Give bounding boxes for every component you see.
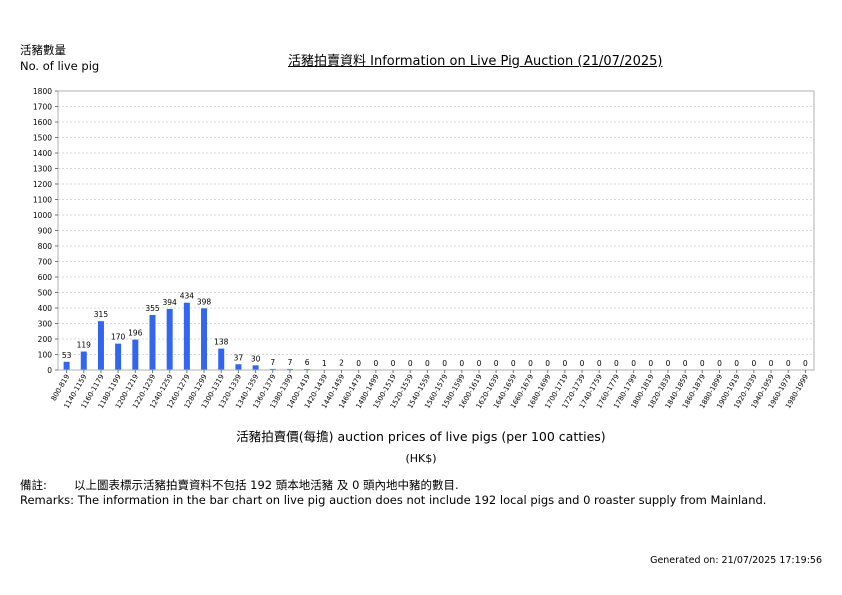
y-tick-label: 100 [38,351,53,360]
bar-value-label: 2 [339,359,344,368]
bar-value-label: 0 [562,359,567,368]
bar-value-label: 0 [666,359,671,368]
y-tick-label: 600 [38,273,53,282]
y-tick-label: 300 [38,320,53,329]
bar-value-label: 0 [631,359,636,368]
bar-value-label: 0 [494,359,499,368]
bar-value-label: 0 [528,359,533,368]
bar-value-label: 0 [425,359,430,368]
bar-value-label: 0 [786,359,791,368]
bar-value-label: 0 [700,359,705,368]
y-tick-label: 400 [38,304,53,313]
bar-value-label: 315 [94,310,109,319]
y-tick-label: 900 [38,227,53,236]
y-tick-label: 800 [38,242,53,251]
bar-value-label: 434 [180,292,195,301]
bar-value-label: 0 [459,359,464,368]
bar-value-label: 0 [580,359,585,368]
bar-value-label: 0 [734,359,739,368]
bar-value-label: 0 [769,359,774,368]
y-tick-label: 1100 [33,196,52,205]
bar [183,302,190,370]
bar-value-label: 0 [442,359,447,368]
bar-value-label: 0 [408,359,413,368]
bar-value-label: 0 [511,359,516,368]
bar-value-label: 170 [111,333,126,342]
bar-value-label: 0 [356,359,361,368]
y-tick-label: 1000 [33,211,52,220]
remarks-label-zh: 備註: [20,478,47,492]
bar [166,308,173,370]
x-axis-title: 活豬拍賣價(每擔) auction prices of live pigs (p… [236,429,606,444]
bar [269,368,276,370]
remarks-text-zh: 以上圖表標示活豬拍賣資料不包括 192 頭本地活豬 及 0 頭內地中豬的數目. [74,478,459,492]
bar-value-label: 0 [648,359,653,368]
y-axis-title-en: No. of live pig [20,59,100,73]
chart-title: 活豬拍賣資料 Information on Live Pig Auction (… [288,54,663,69]
y-tick-label: 1600 [33,118,52,127]
bar [63,361,70,370]
bar [252,365,259,370]
y-axis-title: 活豬數量 No. of live pig [20,42,99,74]
y-tick-label: 1700 [33,103,52,112]
bar [97,321,104,370]
generated-timestamp: Generated on: 21/07/2025 17:19:56 [650,555,822,566]
bar-value-label: 0 [751,359,756,368]
bar-value-label: 7 [270,358,275,367]
bar-value-label: 0 [477,359,482,368]
y-tick-label: 1200 [33,180,52,189]
bar-value-label: 37 [234,353,244,362]
bar-value-label: 0 [683,359,688,368]
bar [286,368,293,370]
bar-value-label: 138 [214,338,229,347]
bar-value-label: 30 [251,354,261,363]
bar [132,339,139,370]
bar-value-label: 7 [288,358,293,367]
bar [80,351,87,370]
bar-value-label: 196 [128,329,143,338]
bar-value-label: 355 [145,304,160,313]
bar-value-label: 0 [803,359,808,368]
y-tick-label: 700 [38,258,53,267]
bar-value-label: 6 [305,358,310,367]
bar-layer [63,302,345,370]
bar-value-label: 53 [62,351,72,360]
y-tick-label: 500 [38,289,53,298]
y-tick-label: 1300 [33,165,52,174]
bar [149,314,156,370]
bar-value-label: 0 [597,359,602,368]
y-tick-label: 1800 [33,87,52,96]
bar-value-label: 0 [614,359,619,368]
y-tick-label: 0 [47,366,52,375]
y-tick-label: 1400 [33,149,52,158]
bar [115,343,122,370]
y-tick-label: 200 [38,335,53,344]
bar [201,308,208,370]
bar-value-label: 0 [391,359,396,368]
bar-value-label: 119 [77,341,92,350]
bar-value-label: 394 [163,298,178,307]
bar [235,364,242,370]
bar-value-label: 1 [322,359,327,368]
remarks: 備註: 以上圖表標示活豬拍賣資料不包括 192 頭本地活豬 及 0 頭內地中豬的數… [20,478,766,508]
y-axis-title-zh: 活豬數量 [20,43,66,57]
bar-value-label: 0 [717,359,722,368]
y-tick-label: 1500 [33,134,52,143]
x-axis-unit: (HK$) [405,452,437,465]
bar-value-label: 0 [373,359,378,368]
bar [218,348,225,370]
remarks-text-en: Remarks: The information in the bar char… [20,493,767,507]
bar-value-label: 0 [545,359,550,368]
bar-value-label: 398 [197,297,212,306]
